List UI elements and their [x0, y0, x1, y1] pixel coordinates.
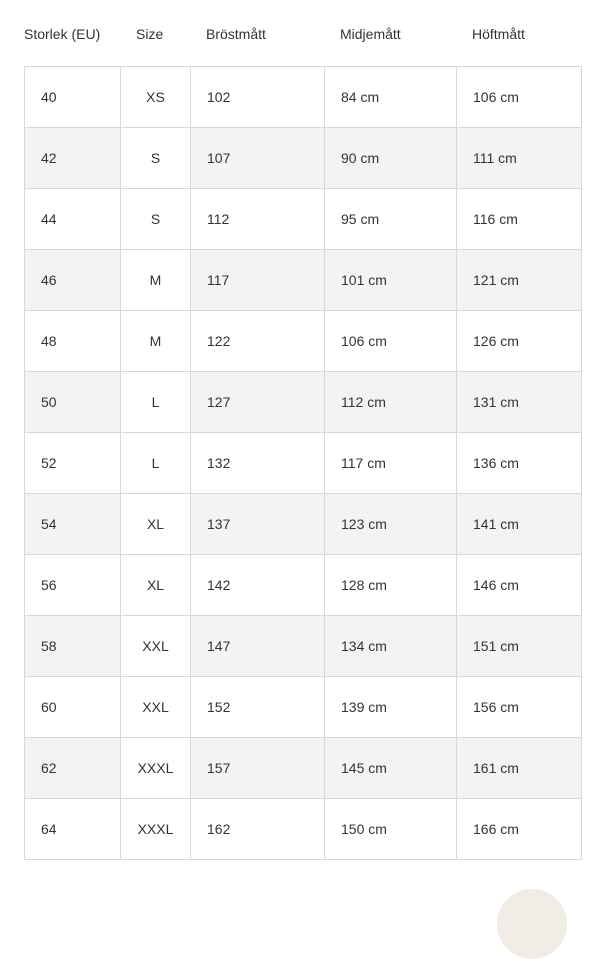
cell-eu-size: 60 [24, 676, 121, 738]
cell-waist: 128 cm [324, 554, 457, 616]
cell-eu-size: 46 [24, 249, 121, 311]
size-chart-table: 40 XS 102 84 cm 106 cm 42 S 107 90 cm 111 cm 44 S 11… [24, 66, 582, 860]
cell-waist: 123 cm [324, 493, 457, 555]
table-row: 44 S 112 95 cm 116 cm [24, 188, 582, 250]
cell-hip: 146 cm [456, 554, 582, 616]
cell-waist: 112 cm [324, 371, 457, 433]
header-hip: Höftmått [472, 26, 525, 42]
table-row: 52 L 132 117 cm 136 cm [24, 432, 582, 494]
cell-size: S [120, 127, 191, 189]
table-row: 48 M 122 106 cm 126 cm [24, 310, 582, 372]
cell-eu-size: 50 [24, 371, 121, 433]
header-waist: Midjemått [340, 26, 401, 42]
cell-chest: 102 [190, 66, 325, 128]
cell-waist: 134 cm [324, 615, 457, 677]
header-size: Size [136, 26, 164, 42]
table-row: 60 XXL 152 139 cm 156 cm [24, 676, 582, 738]
cell-waist: 84 cm [324, 66, 457, 128]
cell-waist: 101 cm [324, 249, 457, 311]
table-row: 58 XXL 147 134 cm 151 cm [24, 615, 582, 677]
table-row: 54 XL 137 123 cm 141 cm [24, 493, 582, 555]
cell-chest: 117 [190, 249, 325, 311]
cell-waist: 106 cm [324, 310, 457, 372]
cell-size: M [120, 310, 191, 372]
cell-eu-size: 52 [24, 432, 121, 494]
cell-chest: 142 [190, 554, 325, 616]
cell-size: XXL [120, 615, 191, 677]
cell-chest: 152 [190, 676, 325, 738]
table-row: 56 XL 142 128 cm 146 cm [24, 554, 582, 616]
cell-hip: 156 cm [456, 676, 582, 738]
cell-waist: 90 cm [324, 127, 457, 189]
table-row: 46 M 117 101 cm 121 cm [24, 249, 582, 311]
cell-chest: 112 [190, 188, 325, 250]
cell-eu-size: 58 [24, 615, 121, 677]
header-chest: Bröstmått [206, 26, 266, 42]
cell-eu-size: 44 [24, 188, 121, 250]
cell-chest: 122 [190, 310, 325, 372]
cell-chest: 147 [190, 615, 325, 677]
table-row: 42 S 107 90 cm 111 cm [24, 127, 582, 189]
cell-waist: 139 cm [324, 676, 457, 738]
cell-hip: 131 cm [456, 371, 582, 433]
cell-chest: 137 [190, 493, 325, 555]
cell-eu-size: 40 [24, 66, 121, 128]
cell-waist: 150 cm [324, 798, 457, 860]
header-eu-size: Storlek (EU) [24, 26, 101, 42]
table-row: 62 XXXL 157 145 cm 161 cm [24, 737, 582, 799]
cell-waist: 145 cm [324, 737, 457, 799]
cell-hip: 116 cm [456, 188, 582, 250]
cell-eu-size: 62 [24, 737, 121, 799]
cell-size: XL [120, 554, 191, 616]
table-row: 40 XS 102 84 cm 106 cm [24, 66, 582, 128]
cell-hip: 161 cm [456, 737, 582, 799]
cell-chest: 157 [190, 737, 325, 799]
cell-size: XXL [120, 676, 191, 738]
cell-size: L [120, 432, 191, 494]
cell-hip: 141 cm [456, 493, 582, 555]
cell-size: XXXL [120, 798, 191, 860]
cell-size: S [120, 188, 191, 250]
cell-size: XXXL [120, 737, 191, 799]
cell-waist: 95 cm [324, 188, 457, 250]
cell-size: M [120, 249, 191, 311]
cell-chest: 107 [190, 127, 325, 189]
cell-hip: 136 cm [456, 432, 582, 494]
table-row: 50 L 127 112 cm 131 cm [24, 371, 582, 433]
cell-chest: 127 [190, 371, 325, 433]
cell-eu-size: 48 [24, 310, 121, 372]
cell-chest: 162 [190, 798, 325, 860]
cell-size: XS [120, 66, 191, 128]
cell-hip: 166 cm [456, 798, 582, 860]
cell-chest: 132 [190, 432, 325, 494]
table-row: 64 XXXL 162 150 cm 166 cm [24, 798, 582, 860]
cell-hip: 106 cm [456, 66, 582, 128]
cell-waist: 117 cm [324, 432, 457, 494]
cell-hip: 151 cm [456, 615, 582, 677]
cell-size: XL [120, 493, 191, 555]
cell-size: L [120, 371, 191, 433]
cell-eu-size: 64 [24, 798, 121, 860]
cell-hip: 111 cm [456, 127, 582, 189]
cell-eu-size: 42 [24, 127, 121, 189]
cell-eu-size: 54 [24, 493, 121, 555]
cell-eu-size: 56 [24, 554, 121, 616]
cell-hip: 126 cm [456, 310, 582, 372]
cell-hip: 121 cm [456, 249, 582, 311]
